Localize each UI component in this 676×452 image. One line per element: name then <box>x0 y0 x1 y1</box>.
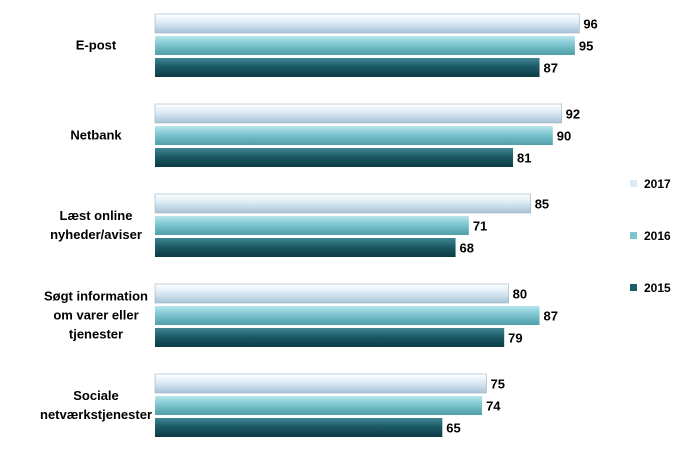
value-label: 87 <box>544 309 558 324</box>
value-label: 96 <box>583 17 597 32</box>
value-label: 74 <box>486 399 501 414</box>
bar-2016 <box>155 306 540 325</box>
bar-2017 <box>154 283 509 304</box>
value-label: 79 <box>508 331 522 346</box>
legend-label: 2016 <box>644 229 671 243</box>
bar-2017 <box>154 373 487 394</box>
bar-2015 <box>155 328 505 347</box>
legend: 2017 2016 2015 <box>630 177 671 295</box>
bar-2017 <box>154 103 562 124</box>
category-label: Søgt information <box>44 289 148 304</box>
bar-2015 <box>155 148 514 167</box>
value-label: 92 <box>566 107 580 122</box>
bars-layer <box>154 13 580 437</box>
labels-layer: E-post 96 95 87 Netbank 92 90 81 Læst online nyhe… <box>40 17 598 436</box>
category-label: tjenester <box>69 327 123 342</box>
value-label: 80 <box>513 287 527 302</box>
category-label: Læst online <box>60 208 133 223</box>
legend-label: 2017 <box>644 177 671 191</box>
bar-2016 <box>155 36 575 55</box>
bar-2017 <box>154 13 580 34</box>
bar-2015 <box>155 58 540 77</box>
bar-2016 <box>155 216 469 235</box>
category-label: E-post <box>76 38 117 53</box>
category-label: Netbank <box>70 128 122 143</box>
value-label: 87 <box>544 61 558 76</box>
legend-label: 2015 <box>644 281 671 295</box>
bar-2016 <box>155 396 483 415</box>
legend-swatch <box>630 232 637 239</box>
category-label: om varer eller <box>53 308 138 323</box>
category-label: Sociale <box>73 388 119 403</box>
category-label: netværkstjenester <box>40 407 152 422</box>
legend-swatch <box>630 284 637 291</box>
value-label: 81 <box>517 151 531 166</box>
value-label: 75 <box>491 377 505 392</box>
value-label: 68 <box>460 241 474 256</box>
value-label: 95 <box>579 39 593 54</box>
bar-2016 <box>155 126 553 145</box>
bar-2015 <box>155 418 443 437</box>
value-label: 65 <box>446 421 460 436</box>
value-label: 85 <box>535 197 549 212</box>
value-label: 90 <box>557 129 571 144</box>
value-label: 71 <box>473 219 487 234</box>
legend-swatch <box>630 180 637 187</box>
category-label: nyheder/aviser <box>50 227 142 242</box>
bar-2015 <box>155 238 456 257</box>
bar-2017 <box>154 193 532 214</box>
